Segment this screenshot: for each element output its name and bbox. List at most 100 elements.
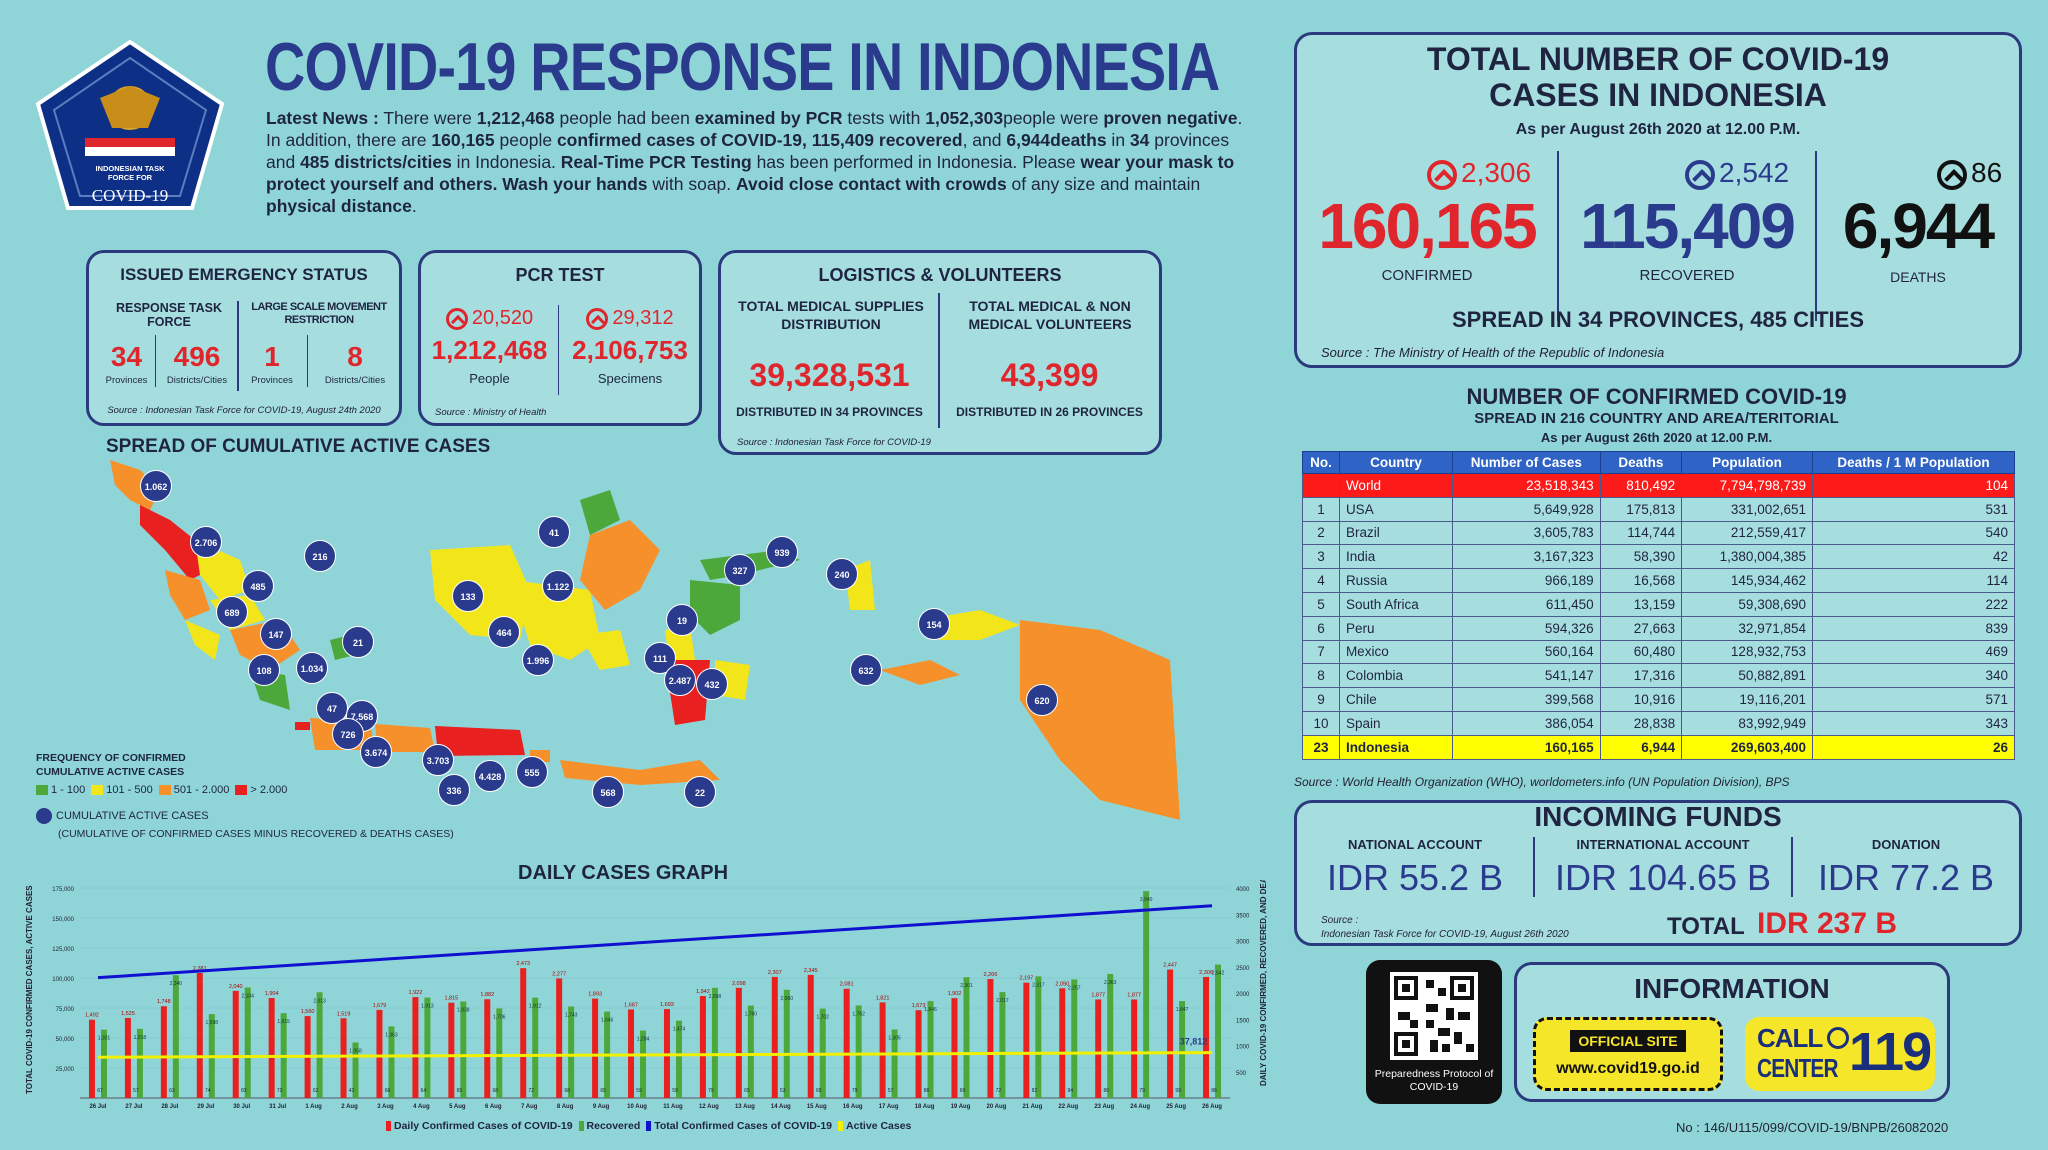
bar-recovered: [388, 1026, 395, 1098]
international-value: IDR 104.65 B: [1554, 857, 1772, 898]
x-tick-label: 17 Aug: [879, 1104, 899, 1110]
world-source: Source : World Health Organization (WHO)…: [1294, 775, 1790, 789]
logo-big-text: COVID-19: [91, 186, 169, 205]
table-cell: [1302, 473, 1340, 498]
x-tick-label: 31 Jul: [269, 1104, 286, 1110]
x-tick-label: 1 Aug: [305, 1104, 322, 1110]
map-bubble: 133: [452, 580, 484, 612]
bar-label-confirmed: 2,381: [193, 966, 207, 972]
phone-icon: [1827, 1027, 1849, 1049]
bar-label-deaths: 79: [852, 1088, 858, 1094]
cumulative-dot-legend: CUMULATIVE ACTIVE CASES: [36, 808, 209, 824]
y-tick-label: 150,000: [52, 917, 74, 923]
map-bubble: 240: [826, 558, 858, 590]
confirmed-label: CONFIRMED: [1381, 267, 1473, 284]
bar-label-recovered: 2,104: [241, 994, 254, 1000]
bar-recovered: [675, 1020, 682, 1098]
table-cell: 59,308,690: [1681, 591, 1813, 617]
qr-code-card[interactable]: Preparedness Protocol of COVID-19: [1366, 960, 1502, 1104]
legend-swatch: [235, 785, 248, 796]
incoming-funds-panel: INCOMING FUNDS NATIONAL ACCOUNT IDR 55.2…: [1294, 800, 2022, 946]
psbb-provinces-label: Provinces: [251, 375, 293, 386]
national-label: NATIONAL ACCOUNT: [1347, 837, 1483, 852]
divider: [1815, 151, 1817, 321]
bar-label-confirmed: 2,307: [768, 970, 782, 976]
table-cell: 571: [1812, 687, 2015, 712]
bar-label-recovered: 3,940: [1140, 897, 1153, 903]
map-bubble: 22: [684, 776, 716, 808]
bar-label-confirmed: 2,090: [1055, 981, 1069, 987]
table-cell: 331,002,651: [1681, 496, 1813, 522]
map-region-maluku: [880, 660, 960, 685]
world-table: No. Country Number of Cases Deaths Populatio…: [1302, 451, 2015, 760]
bar-label-recovered: 2,340: [170, 981, 183, 987]
bar-label-confirmed: 1,815: [444, 996, 458, 1002]
map-bubble: 464: [488, 616, 520, 648]
bar-label-confirmed: 1,902: [948, 991, 962, 997]
table-cell: 594,326: [1452, 615, 1601, 641]
bar-label-deaths: 68: [564, 1088, 570, 1094]
bar-label-recovered: 1,305: [888, 1035, 901, 1041]
bar-label-deaths: 65: [816, 1088, 822, 1094]
call-label-1: CALL: [1757, 1023, 1823, 1053]
cumulative-dot-icon: [36, 808, 52, 824]
table-cell: 3,167,323: [1452, 544, 1601, 570]
bar-label-confirmed: 1,492: [85, 1013, 99, 1019]
table-row: 4 Russia 966,189 16,568 145,934,462 114: [1302, 568, 2015, 593]
table-row: World 23,518,343 810,492 7,794,798,739 104: [1302, 473, 2015, 498]
map-bubble: 939: [766, 536, 798, 568]
bar-label-confirmed: 2,345: [804, 968, 818, 974]
bar-label-deaths: 68: [493, 1088, 499, 1094]
psbb-cities-label: Districts/Cities: [324, 375, 386, 386]
table-cell: 531: [1812, 496, 2015, 522]
table-cell: 1,380,004,385: [1681, 544, 1813, 570]
bar-label-confirmed: 2,473: [516, 961, 530, 967]
x-tick-label: 19 Aug: [951, 1104, 971, 1110]
chart-legend: Daily Confirmed Cases of COVID-19 Recover…: [380, 1120, 911, 1132]
bar-label-recovered: 2,257: [1068, 986, 1081, 992]
bar-recovered: [1107, 973, 1114, 1098]
map-bubble: 1.122: [542, 570, 574, 602]
bar-label-deaths: 62: [313, 1088, 319, 1094]
y2-tick-label: 1500: [1236, 1018, 1250, 1024]
table-header: Deaths / 1 M Population: [1812, 451, 2015, 474]
bar-label-recovered: 1,058: [349, 1048, 362, 1054]
y-axis-label: TOTAL COVID-19 CONFIRMED CASES, ACTIVE C…: [25, 885, 34, 1094]
divider: [558, 305, 559, 395]
bar-label-deaths: 72: [528, 1088, 534, 1094]
x-tick-label: 16 Aug: [843, 1104, 863, 1110]
bar-recovered: [424, 997, 431, 1098]
x-tick-label: 2 Aug: [341, 1104, 358, 1110]
pcr-title: PCR TEST: [515, 265, 605, 285]
bar-label-recovered: 1,284: [637, 1037, 650, 1043]
cumulative-dot-label: CUMULATIVE ACTIVE CASES: [56, 809, 209, 822]
bar-label-confirmed: 1,687: [624, 1002, 638, 1008]
bar-confirmed: [520, 968, 527, 1098]
table-cell: 32,971,854: [1681, 615, 1813, 641]
map-bubble: 432: [696, 668, 728, 700]
bar-label-deaths: 57: [888, 1088, 894, 1094]
bar-label-recovered: 2,363: [1104, 980, 1117, 986]
x-tick-label: 25 Aug: [1166, 1104, 1186, 1110]
confirmed-value: 160,165: [1318, 190, 1537, 262]
table-header: Country: [1338, 451, 1454, 474]
emergency-source: Source : Indonesian Task Force for COVID…: [107, 405, 381, 416]
map-bubble: 726: [332, 718, 364, 750]
map-bubble: 568: [592, 776, 624, 808]
pcr-source: Source : Ministry of Health: [435, 407, 547, 418]
map-bubble: 336: [438, 774, 470, 806]
x-tick-label: 3 Aug: [377, 1104, 394, 1110]
bar-confirmed: [448, 1002, 455, 1098]
bar-label-deaths: 73: [277, 1088, 283, 1094]
bar-label-recovered: 2,098: [709, 994, 722, 1000]
official-site-link[interactable]: OFFICIAL SITE www.covid19.go.id: [1533, 1017, 1723, 1091]
y2-tick-label: 2500: [1236, 966, 1250, 972]
call-center-link[interactable]: CALL CENTER 119: [1745, 1017, 1935, 1091]
chart-legend-swatch: [386, 1121, 391, 1132]
deaths-delta: 86: [1937, 157, 2002, 190]
map-bubble: 2.706: [190, 526, 222, 558]
bar-label-confirmed: 2,197: [1019, 976, 1033, 982]
arrow-up-icon: [1685, 159, 1715, 190]
map-region-bengkulu: [185, 620, 220, 660]
bar-label-deaths: 64: [421, 1088, 427, 1094]
